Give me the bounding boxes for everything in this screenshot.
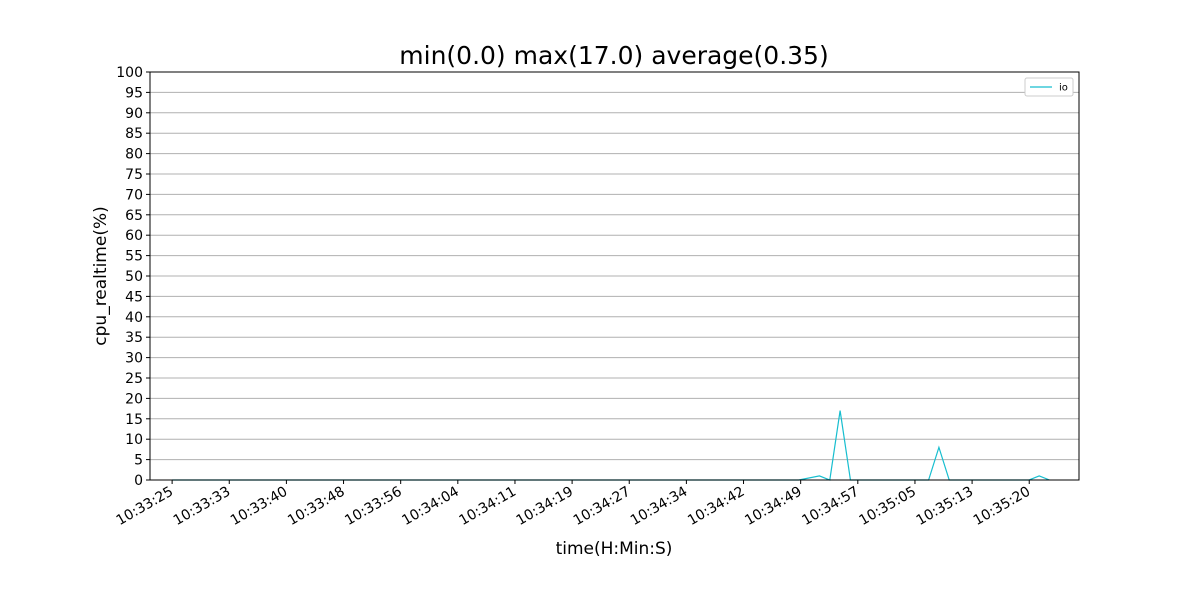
y-tick-label: 85 xyxy=(125,126,143,142)
x-tick-label: 10:34:42 xyxy=(685,484,747,529)
y-tick-label: 90 xyxy=(125,106,143,122)
x-tick-label: 10:33:40 xyxy=(228,484,290,529)
y-tick-label: 10 xyxy=(125,432,143,448)
y-tick-label: 65 xyxy=(125,208,143,224)
legend-label: io xyxy=(1059,83,1068,94)
x-tick-label: 10:34:04 xyxy=(399,484,462,529)
y-tick-label: 20 xyxy=(125,391,143,407)
y-tick-label: 60 xyxy=(125,228,143,244)
series-layer xyxy=(172,410,1050,481)
y-tick-label: 0 xyxy=(134,473,143,489)
x-tick-label: 10:35:13 xyxy=(914,484,976,529)
x-tick-label: 10:34:57 xyxy=(799,484,861,529)
x-tick-label: 10:33:25 xyxy=(114,484,176,529)
chart-title: min(0.0) max(17.0) average(0.35) xyxy=(399,41,828,70)
x-tick-label: 10:34:34 xyxy=(628,484,691,529)
legend: io xyxy=(1024,77,1074,97)
x-axis: 10:33:2510:33:3310:33:4010:33:4810:33:56… xyxy=(114,480,1033,529)
x-tick-label: 10:33:33 xyxy=(171,484,233,529)
y-tick-label: 40 xyxy=(125,310,143,326)
y-tick-label: 75 xyxy=(125,167,143,183)
y-tick-label: 100 xyxy=(116,65,143,81)
y-axis: 0 5 10 15 20 25 30 35 40 45 50 55 60 65 70 75 80 85 90 95 10… xyxy=(116,65,150,489)
y-tick-label: 35 xyxy=(125,330,143,346)
y-tick-label: 50 xyxy=(125,269,143,285)
y-tick-label: 5 xyxy=(134,453,143,469)
y-tick-label: 15 xyxy=(125,412,143,428)
x-tick-label: 10:35:05 xyxy=(856,484,918,529)
y-tick-label: 30 xyxy=(125,351,143,367)
y-tick-label: 45 xyxy=(125,289,143,305)
x-axis-label: time(H:Min:S) xyxy=(556,539,673,559)
x-tick-label: 10:34:27 xyxy=(571,484,633,529)
y-tick-label: 80 xyxy=(125,147,143,163)
x-tick-label: 10:33:56 xyxy=(342,484,405,529)
grid-lines xyxy=(150,71,1079,481)
y-axis-label: cpu_realtime(%) xyxy=(91,206,111,345)
x-tick-label: 10:35:20 xyxy=(971,484,1033,529)
y-tick-label: 70 xyxy=(125,187,143,203)
y-tick-label: 25 xyxy=(125,371,143,387)
x-tick-label: 10:34:49 xyxy=(742,484,804,529)
x-tick-label: 10:34:19 xyxy=(514,484,576,529)
series-line-io xyxy=(172,410,1050,481)
x-tick-label: 10:33:48 xyxy=(285,484,347,529)
x-tick-label: 10:34:11 xyxy=(456,484,518,529)
y-tick-label: 95 xyxy=(125,85,143,101)
y-tick-label: 55 xyxy=(125,249,143,265)
